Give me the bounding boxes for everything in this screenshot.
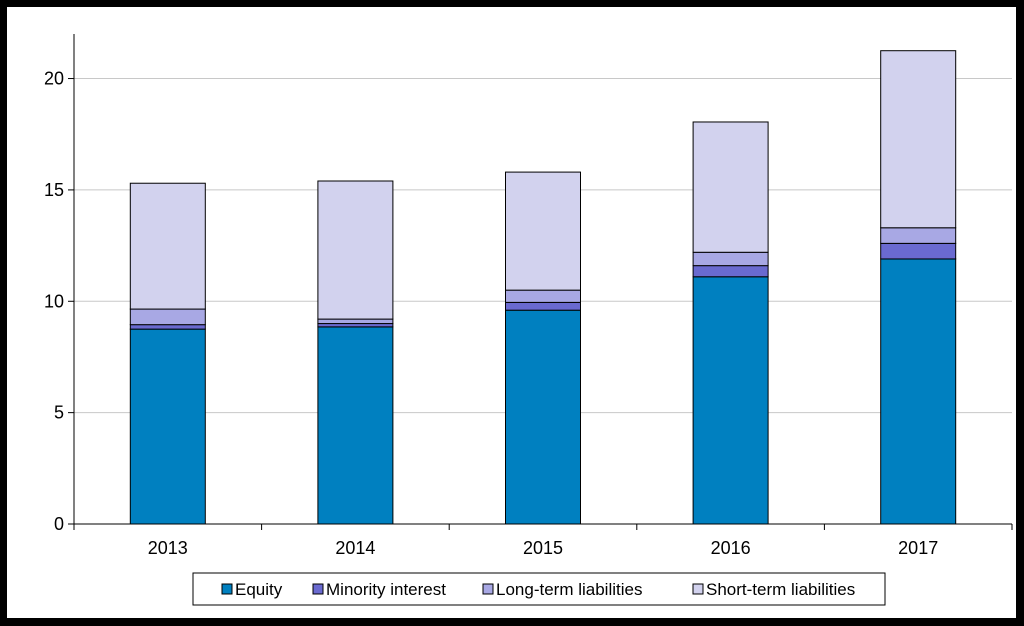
bar-segment-long-term-liabilities-2016 (692, 251, 769, 267)
legend-swatch-equity (221, 583, 233, 595)
axes: 0 5 10 15 20 2013 2014 2015 2016 2017 (44, 34, 1013, 558)
bar-segment-long-term-liabilities-2015 (505, 289, 581, 303)
y-tick-label: 10 (44, 291, 64, 311)
x-tick-label: 2015 (523, 538, 563, 558)
bar-segment-minority-interest-2017 (880, 242, 957, 260)
bar-segment-short-term-liabilities-2014 (317, 180, 394, 320)
y-tick-label: 15 (44, 180, 64, 200)
bar-segment-short-term-liabilities-2015 (505, 171, 581, 291)
x-tick-label: 2016 (711, 538, 751, 558)
legend-label: Long-term liabilities (496, 580, 642, 599)
x-tick-label: 2013 (148, 538, 188, 558)
bar-segment-short-term-liabilities-2016 (692, 121, 769, 253)
x-tick-label: 2017 (898, 538, 938, 558)
legend-label: Short-term liabilities (706, 580, 855, 599)
bar-segment-short-term-liabilities-2017 (880, 50, 957, 229)
bar-segment-equity-2015 (505, 309, 581, 525)
legend: Equity Minority interest Long-term liabili… (192, 572, 886, 606)
legend-label: Equity (235, 580, 283, 599)
bar-segment-equity-2014 (317, 326, 394, 525)
bar-segment-minority-interest-2016 (692, 265, 769, 278)
bar-segment-short-term-liabilities-2013 (129, 182, 206, 310)
legend-label: Minority interest (326, 580, 446, 599)
bar-segment-minority-interest-2013 (129, 324, 206, 330)
bar-segment-long-term-liabilities-2014 (317, 318, 394, 325)
bar-segment-equity-2013 (129, 328, 206, 525)
bar-segment-long-term-liabilities-2013 (129, 308, 206, 326)
y-tick-label: 0 (54, 514, 64, 534)
bars (129, 50, 957, 525)
legend-box (192, 572, 886, 606)
bar-segment-long-term-liabilities-2017 (880, 227, 957, 244)
legend-swatch-short-term-liabilities (692, 583, 704, 595)
legend-swatch-minority-interest (312, 583, 324, 595)
y-tick-label: 20 (44, 69, 64, 89)
chart-area: 0 5 10 15 20 2013 2014 2015 2016 2017 Equity Minor… (7, 7, 1016, 618)
legend-swatch-long-term-liabilities (482, 583, 494, 595)
y-tick-label: 5 (54, 403, 64, 423)
x-tick-label: 2014 (335, 538, 375, 558)
bar-segment-equity-2017 (880, 258, 957, 525)
stacked-bar-chart: 0 5 10 15 20 2013 2014 2015 2016 2017 Equity Minor… (44, 34, 1013, 606)
bar-segment-equity-2016 (692, 276, 769, 525)
bar-segment-minority-interest-2014 (317, 323, 394, 328)
bar-segment-minority-interest-2015 (505, 301, 581, 311)
